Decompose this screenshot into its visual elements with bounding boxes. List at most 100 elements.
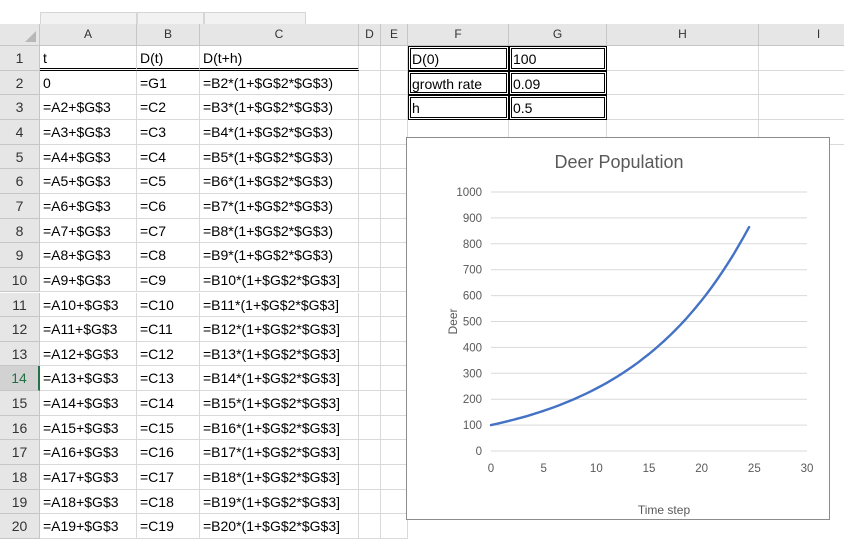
cell-c15[interactable]: =B15*(1+$G$2*$G$3] bbox=[200, 391, 359, 416]
cell-c10[interactable]: =B10*(1+$G$2*$G$3] bbox=[200, 267, 359, 293]
cell-d20[interactable] bbox=[359, 514, 381, 539]
cell-a2[interactable]: 0 bbox=[40, 70, 137, 96]
cell-b9[interactable]: =C8 bbox=[137, 243, 200, 268]
column-header-c[interactable]: C bbox=[200, 24, 359, 46]
row-header-11[interactable]: 11 bbox=[0, 292, 40, 318]
cell-d18[interactable] bbox=[359, 465, 381, 490]
cell-d19[interactable] bbox=[359, 489, 381, 515]
cell-i3[interactable] bbox=[759, 95, 844, 120]
cell-c9[interactable]: =B9*(1+$G$2*$G$3) bbox=[200, 243, 359, 268]
column-header-g[interactable]: G bbox=[509, 24, 607, 46]
row-header-4[interactable]: 4 bbox=[0, 119, 40, 145]
cell-a15[interactable]: =A14+$G$3 bbox=[40, 391, 137, 416]
cell-d9[interactable] bbox=[359, 243, 381, 268]
cell-b17[interactable]: =C16 bbox=[137, 440, 200, 466]
cell-e3[interactable] bbox=[381, 95, 408, 120]
cell-a13[interactable]: =A12+$G$3 bbox=[40, 341, 137, 367]
cell-e19[interactable] bbox=[381, 489, 408, 515]
cell-e13[interactable] bbox=[381, 341, 408, 367]
cell-d3[interactable] bbox=[359, 95, 381, 120]
cell-e5[interactable] bbox=[381, 144, 408, 170]
cell-b8[interactable]: =C7 bbox=[137, 218, 200, 244]
cell-c17[interactable]: =B17*(1+$G$2*$G$3] bbox=[200, 440, 359, 466]
deer-population-chart[interactable]: Deer Population 0 100 200 300 400 500 600 700 800… bbox=[406, 137, 830, 520]
cell-a12[interactable]: =A11+$G$3 bbox=[40, 317, 137, 342]
cell-b20[interactable]: =C19 bbox=[137, 514, 200, 539]
cell-e18[interactable] bbox=[381, 465, 408, 490]
row-header-5[interactable]: 5 bbox=[0, 144, 40, 170]
cell-f1[interactable]: D(0) bbox=[408, 46, 509, 71]
cell-c18[interactable]: =B18*(1+$G$2*$G$3] bbox=[200, 465, 359, 490]
cell-c7[interactable]: =B7*(1+$G$2*$G$3) bbox=[200, 193, 359, 219]
cell-e10[interactable] bbox=[381, 267, 408, 293]
cell-e4[interactable] bbox=[381, 119, 408, 145]
cell-e16[interactable] bbox=[381, 415, 408, 441]
cell-c6[interactable]: =B6*(1+$G$2*$G$3) bbox=[200, 169, 359, 194]
cell-g3[interactable]: 0.5 bbox=[509, 95, 607, 120]
cell-e14[interactable] bbox=[381, 366, 408, 392]
cell-c13[interactable]: =B13*(1+$G$2*$G$3] bbox=[200, 341, 359, 367]
ribbon-tab[interactable] bbox=[204, 12, 306, 25]
row-header-9[interactable]: 9 bbox=[0, 243, 40, 268]
cell-b3[interactable]: =C2 bbox=[137, 95, 200, 120]
row-header-13[interactable]: 13 bbox=[0, 341, 40, 367]
cell-c5[interactable]: =B5*(1+$G$2*$G$3) bbox=[200, 144, 359, 170]
cell-a9[interactable]: =A8+$G$3 bbox=[40, 243, 137, 268]
cell-b6[interactable]: =C5 bbox=[137, 169, 200, 194]
cell-a1[interactable]: t bbox=[40, 46, 137, 71]
cell-g1[interactable]: 100 bbox=[509, 46, 607, 71]
ribbon-tab[interactable] bbox=[40, 12, 137, 25]
cell-b15[interactable]: =C14 bbox=[137, 391, 200, 416]
cell-h3[interactable] bbox=[607, 95, 759, 120]
cell-a18[interactable]: =A17+$G$3 bbox=[40, 465, 137, 490]
column-header-d[interactable]: D bbox=[359, 24, 381, 46]
cell-c12[interactable]: =B12*(1+$G$2*$G$3] bbox=[200, 317, 359, 342]
column-header-e[interactable]: E bbox=[381, 24, 408, 46]
cell-b13[interactable]: =C12 bbox=[137, 341, 200, 367]
row-header-1[interactable]: 1 bbox=[0, 46, 40, 71]
cell-d4[interactable] bbox=[359, 119, 381, 145]
cell-c3[interactable]: =B3*(1+$G$2*$G$3) bbox=[200, 95, 359, 120]
cell-b11[interactable]: =C10 bbox=[137, 292, 200, 318]
cell-c11[interactable]: =B11*(1+$G$2*$G$3] bbox=[200, 292, 359, 318]
cell-a11[interactable]: =A10+$G$3 bbox=[40, 292, 137, 318]
cell-c16[interactable]: =B16*(1+$G$2*$G$3] bbox=[200, 415, 359, 441]
row-header-12[interactable]: 12 bbox=[0, 317, 40, 342]
cell-c20[interactable]: =B20*(1+$G$2*$G$3] bbox=[200, 514, 359, 539]
ribbon-tab[interactable] bbox=[137, 12, 204, 25]
cell-d7[interactable] bbox=[359, 193, 381, 219]
row-header-6[interactable]: 6 bbox=[0, 169, 40, 194]
cell-c2[interactable]: =B2*(1+$G$2*$G$3) bbox=[200, 70, 359, 96]
cell-a5[interactable]: =A4+$G$3 bbox=[40, 144, 137, 170]
cell-e8[interactable] bbox=[381, 218, 408, 244]
cell-d13[interactable] bbox=[359, 341, 381, 367]
cell-e15[interactable] bbox=[381, 391, 408, 416]
row-header-16[interactable]: 16 bbox=[0, 415, 40, 441]
row-header-20[interactable]: 20 bbox=[0, 514, 40, 539]
row-header-19[interactable]: 19 bbox=[0, 489, 40, 515]
cell-d8[interactable] bbox=[359, 218, 381, 244]
cell-a3[interactable]: =A2+$G$3 bbox=[40, 95, 137, 120]
cell-a4[interactable]: =A3+$G$3 bbox=[40, 119, 137, 145]
column-header-h[interactable]: H bbox=[607, 24, 759, 46]
cell-e2[interactable] bbox=[381, 70, 408, 96]
cell-e6[interactable] bbox=[381, 169, 408, 194]
row-header-17[interactable]: 17 bbox=[0, 440, 40, 466]
row-header-14[interactable]: 14 bbox=[0, 366, 40, 392]
cell-c8[interactable]: =B8*(1+$G$2*$G$3) bbox=[200, 218, 359, 244]
cell-f3[interactable]: h bbox=[408, 95, 509, 120]
cell-e7[interactable] bbox=[381, 193, 408, 219]
cell-a6[interactable]: =A5+$G$3 bbox=[40, 169, 137, 194]
row-header-7[interactable]: 7 bbox=[0, 193, 40, 219]
cell-d14[interactable] bbox=[359, 366, 381, 392]
column-header-b[interactable]: B bbox=[137, 24, 200, 46]
cell-d5[interactable] bbox=[359, 144, 381, 170]
cell-b19[interactable]: =C18 bbox=[137, 489, 200, 515]
cell-a19[interactable]: =A18+$G$3 bbox=[40, 489, 137, 515]
cell-d17[interactable] bbox=[359, 440, 381, 466]
cell-g2[interactable]: 0.09 bbox=[509, 70, 607, 96]
cell-b18[interactable]: =C17 bbox=[137, 465, 200, 490]
cell-a14[interactable]: =A13+$G$3 bbox=[40, 366, 137, 392]
cell-b4[interactable]: =C3 bbox=[137, 119, 200, 145]
cell-c1[interactable]: D(t+h) bbox=[200, 46, 359, 71]
